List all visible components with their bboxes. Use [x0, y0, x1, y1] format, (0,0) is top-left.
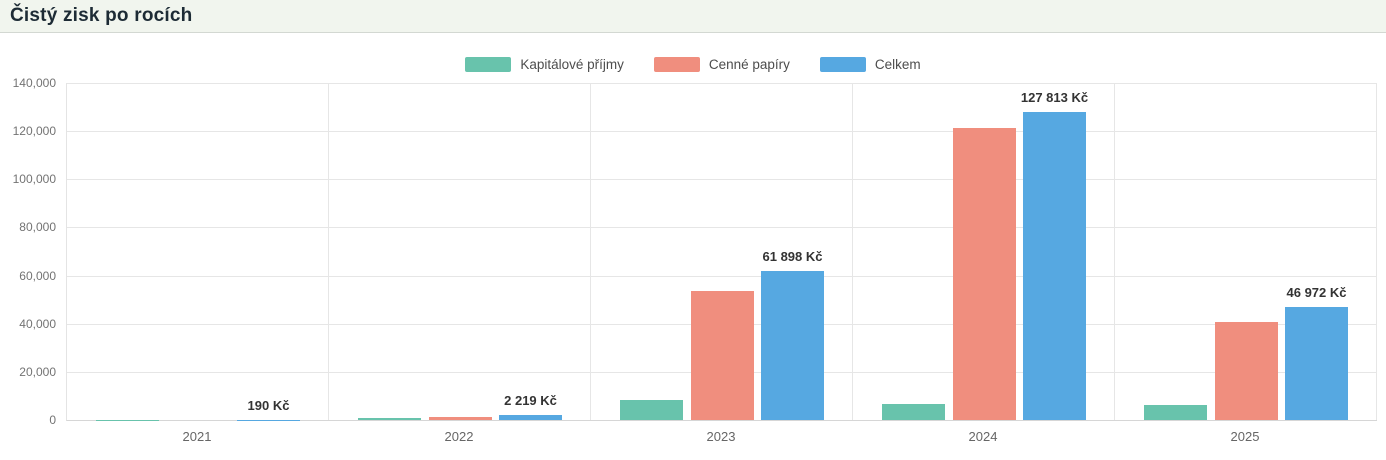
bar-value-label: 127 813 Kč [1020, 90, 1089, 106]
bar-value-label: 2 219 Kč [504, 392, 557, 408]
x-gridline [1114, 83, 1115, 420]
x-gridline [852, 83, 853, 420]
y-gridline [67, 83, 1377, 84]
x-gridline [1376, 83, 1377, 420]
x-axis-label: 2022 [444, 429, 474, 444]
bar-2022-series-3[interactable] [499, 414, 562, 420]
x-axis-label: 2021 [182, 429, 212, 444]
y-gridline [67, 131, 1377, 133]
x-axis-label: 2025 [1230, 429, 1260, 444]
legend-label: Kapitálové příjmy [520, 57, 624, 72]
y-gridline [67, 275, 1377, 277]
bar-2022-series-1[interactable] [358, 417, 421, 420]
x-gridline [328, 83, 329, 420]
bar-2024-series-1[interactable] [882, 404, 945, 420]
y-gridline [67, 179, 1377, 181]
y-axis-label: 0 [49, 413, 56, 427]
net-profit-by-year-chart: Kapitálové příjmy Cenné papíry Celkem 0 20,… [0, 33, 1386, 459]
y-axis-label: 40,000 [19, 316, 56, 331]
legend-swatch-icon [819, 57, 866, 72]
page-header: Čistý zisk po rocích [0, 0, 1386, 33]
y-axis-label: 20,000 [19, 364, 56, 379]
chart-legend: Kapitálové příjmy Cenné papíry Celkem [0, 57, 1386, 72]
bar-2023-series-3[interactable] [761, 271, 824, 420]
y-axis-label: 140,000 [12, 76, 56, 90]
page-title: Čistý zisk po rocích [10, 5, 193, 26]
y-gridline [67, 227, 1377, 229]
bar-2025-series-2[interactable] [1214, 322, 1278, 420]
x-gridline [590, 83, 591, 420]
y-axis-label: 80,000 [19, 220, 56, 235]
plot-area: 190 Kč 2 219 Kč 61 898 Kč 127 813 Kč 46 972 … [66, 83, 1377, 421]
bar-2024-series-2[interactable] [952, 128, 1016, 420]
legend-swatch-icon [465, 57, 512, 72]
legend-swatch-icon [653, 57, 700, 72]
bar-2025-series-3[interactable] [1285, 306, 1348, 420]
y-axis-label: 100,000 [12, 172, 56, 187]
bar-2025-series-1[interactable] [1144, 404, 1207, 420]
y-axis-label: 120,000 [12, 124, 56, 139]
legend-item-1[interactable]: Kapitálové příjmy [465, 57, 624, 72]
bar-value-label: 61 898 Kč [762, 249, 823, 265]
bar-2023-series-1[interactable] [620, 399, 683, 420]
legend-label: Cenné papíry [708, 57, 790, 72]
legend-label: Celkem [874, 57, 921, 72]
y-axis-label: 60,000 [19, 268, 56, 283]
bar-2022-series-2[interactable] [428, 416, 492, 420]
bar-2023-series-2[interactable] [690, 291, 754, 420]
bar-value-label: 190 Kč [247, 397, 290, 413]
x-axis-label: 2023 [706, 429, 736, 444]
legend-item-2[interactable]: Cenné papíry [653, 57, 790, 72]
bar-value-label: 46 972 Kč [1286, 284, 1347, 300]
x-axis-label: 2024 [968, 429, 998, 444]
bar-2024-series-3[interactable] [1023, 112, 1086, 420]
legend-item-3[interactable]: Celkem [819, 57, 921, 72]
